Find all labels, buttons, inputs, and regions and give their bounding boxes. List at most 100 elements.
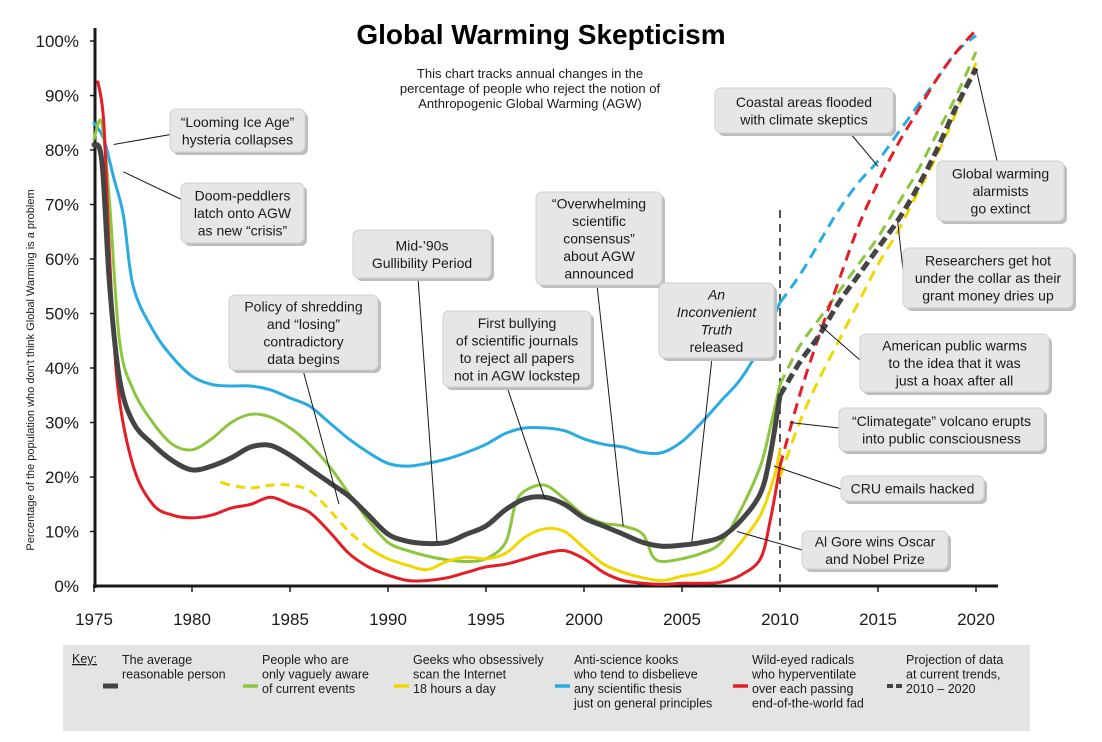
x-tick-label: 1975 — [75, 610, 113, 629]
legend-label: at current trends, — [906, 668, 1001, 682]
legend-label: Projection of data — [906, 653, 1003, 667]
x-tick-label: 2010 — [761, 610, 799, 629]
x-tick-label: 1985 — [271, 610, 309, 629]
annotation-box — [352, 229, 492, 279]
annotation-leader — [789, 422, 840, 429]
y-tick-label: 10% — [45, 523, 79, 542]
annotation-leader — [596, 284, 624, 527]
legend-label: only vaguely aware — [262, 668, 369, 682]
annotation-text: grant money dries up — [922, 288, 1054, 304]
subtitle-line: Anthropogenic Global Warming (AGW) — [418, 96, 642, 111]
annotation-text: as new “crisis” — [198, 223, 288, 239]
x-tick-label: 2000 — [565, 610, 603, 629]
annotation-leader — [818, 324, 861, 361]
annotation-leader — [849, 132, 879, 167]
subtitle-line: percentage of people who reject the noti… — [400, 81, 661, 96]
x-tick-label: 1995 — [467, 610, 505, 629]
series-aware-projection — [778, 51, 978, 386]
annotation-text: Mid-’90s — [396, 237, 449, 253]
annotation-callout: CRU emails hacked — [773, 465, 987, 504]
y-tick-label: 40% — [45, 359, 79, 378]
annotation-text: An — [707, 286, 725, 302]
annotation-box — [840, 475, 985, 502]
series-kooks-projection — [778, 34, 977, 304]
series-radicals-projection — [778, 29, 978, 467]
annotation-text: latch onto AGW — [194, 205, 292, 221]
y-tick-label: 70% — [45, 196, 79, 215]
y-tick-label: 80% — [45, 141, 79, 160]
annotation-leader — [897, 220, 904, 271]
legend-label: any scientific thesis — [574, 682, 682, 696]
annotation-text: not in AGW lockstep — [454, 367, 580, 383]
legend-label: just on general principles — [573, 697, 712, 711]
annotation-text: Inconvenient — [677, 304, 758, 320]
annotation-text: American public warms — [882, 338, 1027, 354]
annotation-text: CRU emails hacked — [851, 481, 975, 497]
series-geeks-projection — [778, 62, 978, 478]
annotation-box — [936, 160, 1065, 222]
annotation-text: and Nobel Prize — [825, 551, 925, 567]
legend-label: of current events — [262, 682, 355, 696]
annotation-leader — [691, 357, 713, 543]
legend-label: who hyperventilate — [751, 668, 856, 682]
annotation-leader — [417, 277, 438, 543]
y-tick-label: 100% — [36, 32, 79, 51]
legend-label: end-of-the-world fad — [752, 697, 864, 711]
annotation-text: contradictory — [263, 333, 343, 349]
annotation-text: scientific — [572, 213, 626, 229]
series-kooks-line — [92, 121, 782, 468]
annotation-text: into public consciousness — [862, 430, 1021, 446]
legend-label: People who are — [262, 653, 349, 667]
chart-title: Global Warming Skepticism — [356, 19, 725, 50]
series-avg-line — [91, 142, 783, 549]
series-avg-projection — [777, 67, 979, 397]
annotation-box — [442, 310, 592, 388]
annotation-text: hysteria collapses — [182, 131, 293, 147]
annotation-callout: Mid-’90s Gullibility Period — [352, 229, 494, 543]
series-aware-line — [92, 118, 782, 564]
annotation-text: consensus” — [563, 231, 635, 247]
legend-label: Anti-science kooks — [574, 653, 678, 667]
annotation-text: of scientific journals — [456, 332, 578, 348]
annotation-text: released — [690, 339, 744, 355]
annotation-box — [535, 191, 663, 286]
legend-label: over each passing — [752, 682, 854, 696]
annotation-text: Al Gore wins Oscar — [815, 533, 936, 549]
annotation-box — [658, 282, 775, 359]
annotation-text: Global warming — [952, 166, 1049, 182]
annotation-leader — [736, 531, 803, 551]
legend-label: Geeks who obsessively — [413, 653, 544, 667]
annotation-text: data begins — [267, 351, 339, 367]
x-tick-label: 2015 — [859, 610, 897, 629]
legend-title: Key: — [72, 652, 97, 666]
annotation-text: Policy of shredding — [244, 298, 362, 314]
annotation-text: “Looming Ice Age” — [181, 114, 295, 130]
x-tick-label: 2020 — [957, 610, 995, 629]
chart-subtitle: This chart tracks annual changes in thep… — [400, 66, 661, 111]
x-tick-label: 1980 — [173, 610, 211, 629]
annotation-leader — [975, 68, 1001, 175]
y-tick-label: 50% — [45, 305, 79, 324]
annotation-leader — [302, 369, 340, 505]
annotation-text: with climate skeptics — [739, 111, 868, 127]
y-tick-label: 60% — [45, 250, 79, 269]
legend-label: Wild-eyed radicals — [752, 653, 854, 667]
annotation-text: Researchers get hot — [925, 253, 1051, 269]
annotation-leader — [773, 465, 842, 490]
legend-label: scan the Internet — [413, 668, 507, 682]
annotation-box — [714, 87, 894, 134]
annotations: “Looming Ice Age”hysteria collapses Doom-… — [113, 68, 1076, 572]
annotation-box — [859, 333, 1050, 393]
annotation-text: to the idea that it was — [888, 355, 1020, 371]
